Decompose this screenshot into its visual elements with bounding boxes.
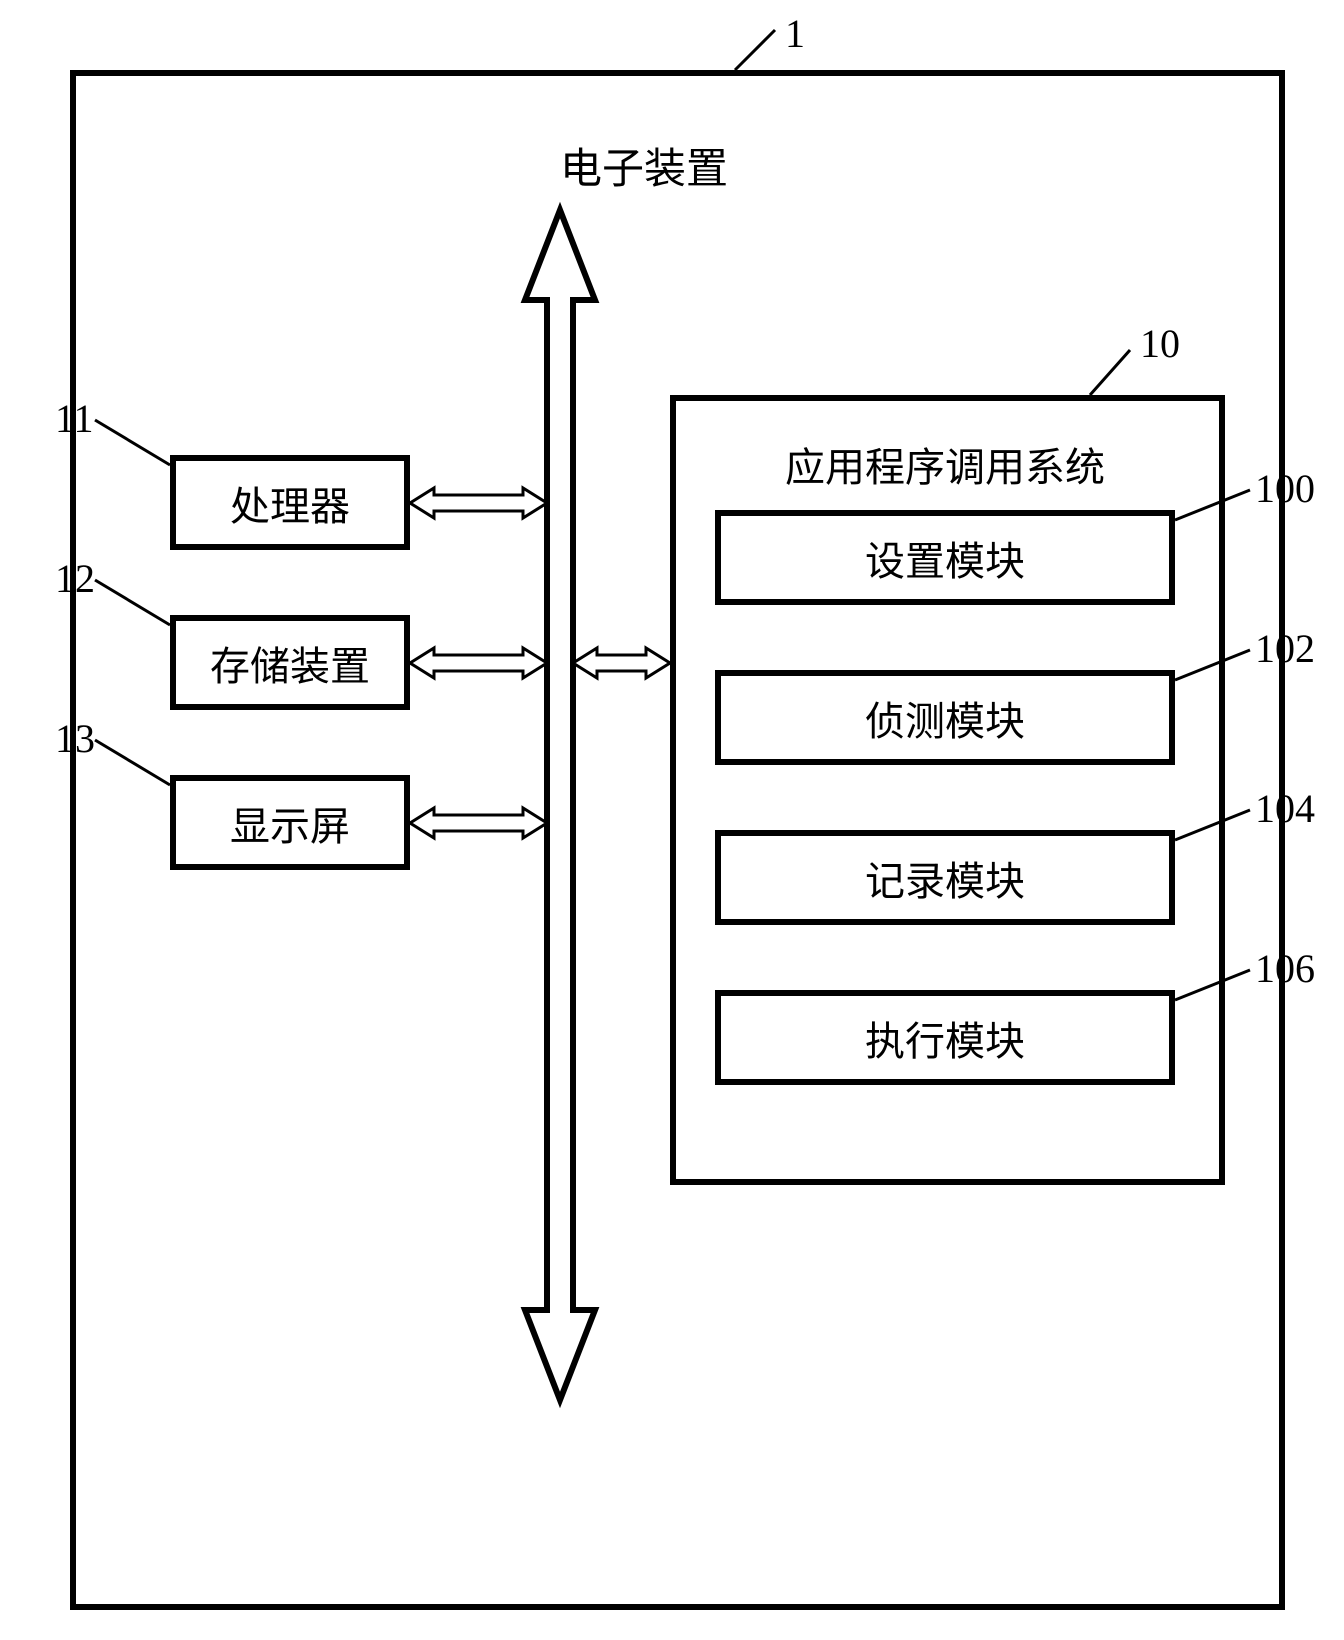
detect-module-box: 侦测模块	[715, 670, 1175, 765]
display-box: 显示屏	[170, 775, 410, 870]
detect-module-label: 侦测模块	[865, 689, 1025, 747]
execute-module-label: 执行模块	[865, 1009, 1025, 1067]
diagram-canvas: 电子装置 1 处理器 11 存储装置 12 显示屏 13 应用程序调用系统 10…	[0, 0, 1344, 1640]
electronic-device-title: 电子装置	[560, 135, 728, 196]
storage-label: 存储装置	[210, 634, 370, 692]
app-call-system-title: 应用程序调用系统	[785, 435, 1105, 493]
display-label: 显示屏	[230, 794, 350, 852]
settings-module-label: 设置模块	[865, 529, 1025, 587]
execute-module-ref: 106	[1255, 945, 1315, 992]
display-ref: 13	[55, 715, 95, 762]
settings-module-box: 设置模块	[715, 510, 1175, 605]
record-module-label: 记录模块	[865, 849, 1025, 907]
record-module-box: 记录模块	[715, 830, 1175, 925]
electronic-device-ref: 1	[785, 10, 805, 57]
processor-label: 处理器	[230, 474, 350, 532]
processor-box: 处理器	[170, 455, 410, 550]
app-call-system-ref: 10	[1140, 320, 1180, 367]
storage-ref: 12	[55, 555, 95, 602]
settings-module-ref: 100	[1255, 465, 1315, 512]
execute-module-box: 执行模块	[715, 990, 1175, 1085]
detect-module-ref: 102	[1255, 625, 1315, 672]
storage-box: 存储装置	[170, 615, 410, 710]
processor-ref: 11	[55, 395, 94, 442]
record-module-ref: 104	[1255, 785, 1315, 832]
